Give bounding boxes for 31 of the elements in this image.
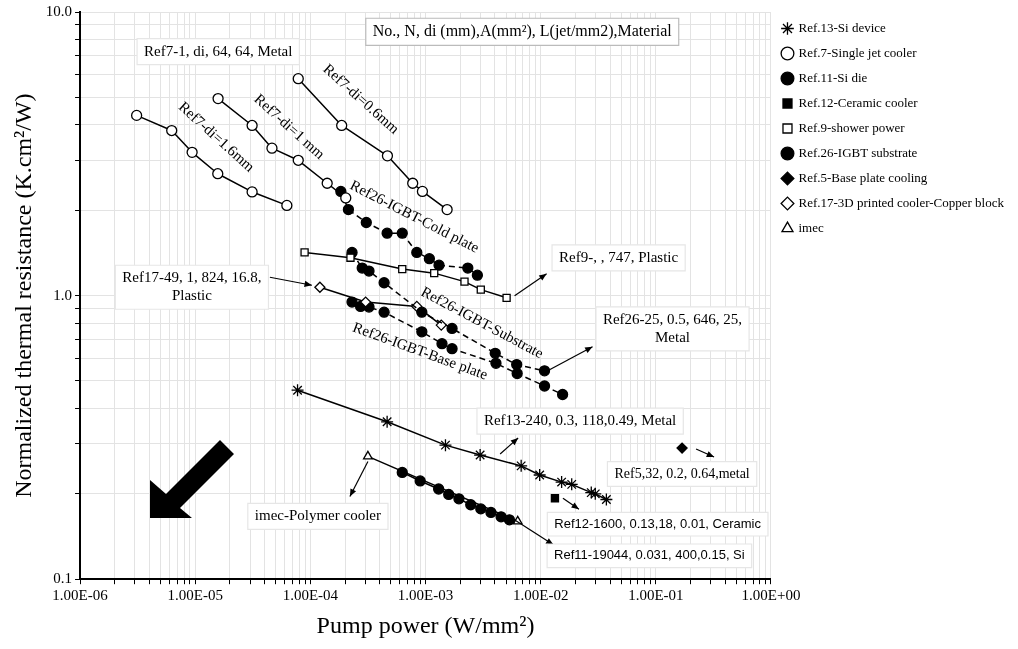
x-tick-label: 1.00E-02 [512,587,569,604]
legend-label: Ref.13-Si device [798,19,887,35]
annotation: Ref5,32, 0.2, 0.64,metal [614,465,750,481]
legend-label: Ref.11-Si die [798,69,868,85]
legend-label: Ref.26-IGBT substrate [798,144,918,160]
y-tick-label: 10.0 [45,2,73,19]
annotation: Ref13-240, 0.3, 118,0.49, Metal [483,411,677,428]
annotation: imec-Polymer cooler [254,507,382,524]
annotation: Ref11-19044, 0.031, 400,0.15, Si [554,547,745,563]
legend-label: Ref.5-Base plate cooling [798,169,928,185]
x-tick-label: 1.00E+00 [741,587,801,604]
legend-label: Ref.12-Ceramic cooler [798,94,919,110]
annotation: Ref9-, , 747, Plastic [559,248,679,265]
annotation: Ref17-49, 1, 824, 16.8, Plastic [122,269,262,304]
y-tick-label: 0.1 [53,570,73,587]
x-tick-label: 1.00E-06 [52,587,109,604]
x-tick-label: 1.00E-01 [628,587,684,604]
y-axis-title: Normalized thermal resistance (K.cm²/W) [9,93,36,498]
legend-label: Ref.17-3D printed cooler-Copper block [798,194,1005,210]
annotation: Ref26-25, 0.5, 646, 25, Metal [602,310,743,345]
x-axis-title: Pump power (W/mm²) [316,611,535,638]
legend-label: imec [798,219,824,235]
annotation: Ref7-1, di, 64, 64, Metal [144,42,293,59]
legend-label: Ref.7-Single jet cooler [798,44,918,60]
legend-label: Ref.9-shower power [798,119,906,135]
x-tick-label: 1.00E-05 [167,587,223,604]
annotation: No., N, di (mm),A(mm²), L(jet/mm2),Material [372,22,673,41]
x-tick-label: 1.00E-04 [282,587,339,604]
y-tick-label: 1.0 [53,286,73,303]
annotation: Ref12-1600, 0.13,18, 0.01, Ceramic [554,515,762,531]
x-tick-label: 1.00E-03 [397,587,454,604]
